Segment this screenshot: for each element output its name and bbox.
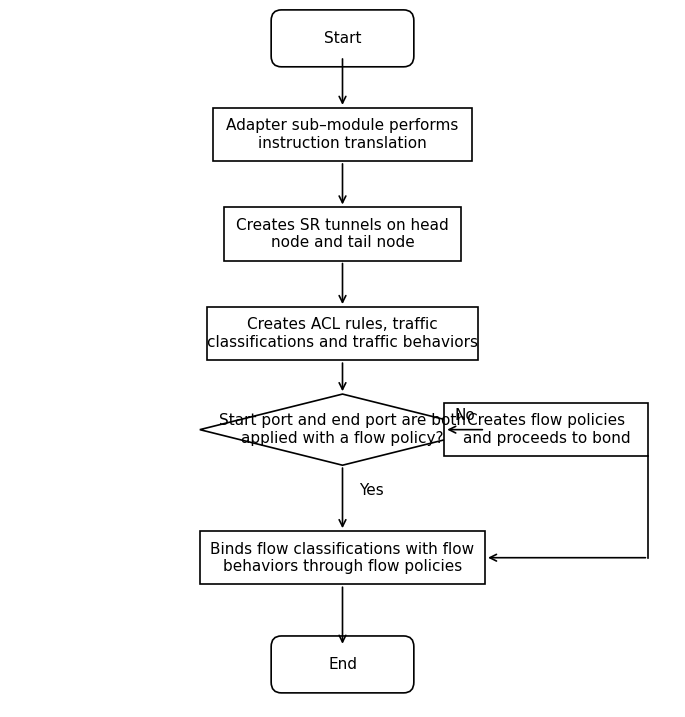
FancyBboxPatch shape <box>223 207 462 261</box>
FancyBboxPatch shape <box>271 636 414 693</box>
Text: End: End <box>328 657 357 672</box>
Text: Creates SR tunnels on head
node and tail node: Creates SR tunnels on head node and tail… <box>236 218 449 250</box>
FancyBboxPatch shape <box>271 10 414 67</box>
FancyBboxPatch shape <box>207 307 478 360</box>
Text: Adapter sub–module performs
instruction translation: Adapter sub–module performs instruction … <box>226 118 459 151</box>
Text: Yes: Yes <box>359 483 384 498</box>
Text: Start port and end port are both
applied with a flow policy?: Start port and end port are both applied… <box>219 414 466 446</box>
Text: Start: Start <box>324 31 361 46</box>
Text: Creates ACL rules, traffic
classifications and traffic behaviors: Creates ACL rules, traffic classificatio… <box>207 318 478 350</box>
Text: Creates flow policies
and proceeds to bond: Creates flow policies and proceeds to bo… <box>462 414 630 446</box>
Text: No: No <box>454 407 475 422</box>
Polygon shape <box>200 394 485 465</box>
FancyBboxPatch shape <box>200 531 485 584</box>
FancyBboxPatch shape <box>445 403 648 456</box>
FancyBboxPatch shape <box>214 108 471 161</box>
Text: Binds flow classifications with flow
behaviors through flow policies: Binds flow classifications with flow beh… <box>210 541 475 574</box>
